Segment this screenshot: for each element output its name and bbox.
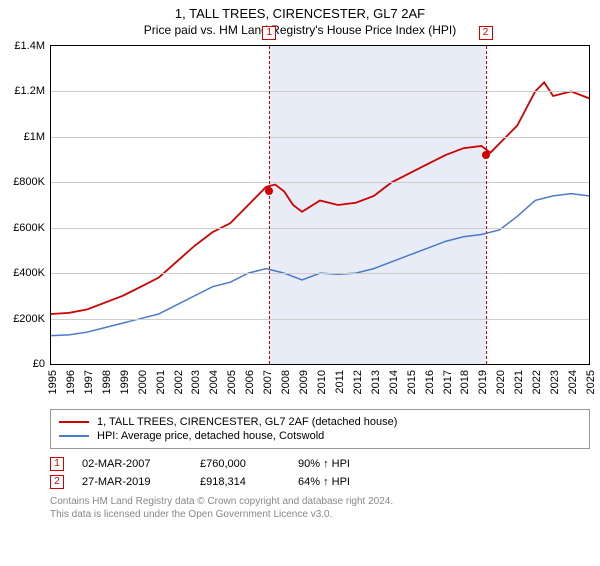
line-layer bbox=[51, 46, 589, 364]
x-tick-label: 2002 bbox=[173, 370, 185, 394]
sale-point bbox=[265, 187, 273, 195]
series-property bbox=[51, 82, 589, 314]
sale-row: 1 02-MAR-2007 £760,000 90% ↑ HPI bbox=[50, 457, 590, 471]
y-tick-label: £800K bbox=[13, 176, 45, 188]
x-tick-label: 2004 bbox=[208, 370, 220, 394]
x-tick-label: 2021 bbox=[513, 370, 525, 394]
gridline bbox=[51, 228, 589, 229]
x-tick-label: 2017 bbox=[442, 370, 454, 394]
gridline bbox=[51, 319, 589, 320]
sale-pct: 90% ↑ HPI bbox=[298, 458, 350, 470]
x-tick-label: 2024 bbox=[567, 370, 579, 394]
chart-subtitle: Price paid vs. HM Land Registry's House … bbox=[0, 23, 600, 37]
x-tick-label: 1996 bbox=[65, 370, 77, 394]
x-tick-label: 2009 bbox=[298, 370, 310, 394]
legend-swatch bbox=[59, 435, 89, 437]
sale-row: 2 27-MAR-2019 £918,314 64% ↑ HPI bbox=[50, 475, 590, 489]
y-tick-label: £0 bbox=[33, 358, 45, 370]
y-tick-label: £1.2M bbox=[14, 85, 45, 97]
sales-table: 1 02-MAR-2007 £760,000 90% ↑ HPI 2 27-MAR-201… bbox=[50, 457, 590, 489]
x-tick-label: 2014 bbox=[388, 370, 400, 394]
plot-area: £0£200K£400K£600K£800K£1M£1.2M£1.4M19951… bbox=[50, 45, 590, 365]
x-tick-label: 2008 bbox=[280, 370, 292, 394]
x-tick-label: 2025 bbox=[585, 370, 597, 394]
footnote: Contains HM Land Registry data © Crown c… bbox=[50, 495, 590, 521]
x-tick-label: 2020 bbox=[495, 370, 507, 394]
sale-date: 27-MAR-2019 bbox=[82, 476, 182, 488]
x-tick-label: 2005 bbox=[226, 370, 238, 394]
sale-price: £760,000 bbox=[200, 458, 280, 470]
gridline bbox=[51, 182, 589, 183]
x-tick-label: 1998 bbox=[101, 370, 113, 394]
sale-num-box: 1 bbox=[50, 457, 64, 471]
x-tick-label: 2000 bbox=[137, 370, 149, 394]
x-tick-label: 2022 bbox=[531, 370, 543, 394]
x-tick-label: 2001 bbox=[155, 370, 167, 394]
x-tick-label: 2015 bbox=[406, 370, 418, 394]
x-tick-label: 2011 bbox=[334, 370, 346, 394]
legend-label: 1, TALL TREES, CIRENCESTER, GL7 2AF (det… bbox=[97, 416, 397, 428]
legend-item: 1, TALL TREES, CIRENCESTER, GL7 2AF (det… bbox=[59, 416, 581, 428]
footnote-line2: This data is licensed under the Open Gov… bbox=[50, 509, 332, 520]
series-hpi bbox=[51, 194, 589, 336]
footnote-line1: Contains HM Land Registry data © Crown c… bbox=[50, 496, 393, 507]
x-tick-label: 2003 bbox=[190, 370, 202, 394]
sale-pct: 64% ↑ HPI bbox=[298, 476, 350, 488]
x-tick-label: 2010 bbox=[316, 370, 328, 394]
x-tick-label: 1999 bbox=[119, 370, 131, 394]
x-tick-label: 2018 bbox=[459, 370, 471, 394]
x-tick-label: 1997 bbox=[83, 370, 95, 394]
x-tick-label: 2019 bbox=[477, 370, 489, 394]
y-tick-label: £200K bbox=[13, 313, 45, 325]
sale-num-box: 2 bbox=[50, 475, 64, 489]
sale-vline bbox=[486, 46, 487, 364]
x-tick-label: 2016 bbox=[424, 370, 436, 394]
gridline bbox=[51, 273, 589, 274]
gridline bbox=[51, 91, 589, 92]
chart-container: 1, TALL TREES, CIRENCESTER, GL7 2AF Pric… bbox=[0, 6, 600, 566]
chart-title: 1, TALL TREES, CIRENCESTER, GL7 2AF bbox=[0, 6, 600, 21]
x-tick-label: 2006 bbox=[244, 370, 256, 394]
sale-point bbox=[482, 151, 490, 159]
chart-area: £0£200K£400K£600K£800K£1M£1.2M£1.4M19951… bbox=[50, 45, 590, 365]
sale-date: 02-MAR-2007 bbox=[82, 458, 182, 470]
y-tick-label: £400K bbox=[13, 267, 45, 279]
y-tick-label: £1M bbox=[24, 131, 45, 143]
x-tick-label: 2007 bbox=[262, 370, 274, 394]
x-tick-label: 2023 bbox=[549, 370, 561, 394]
legend-item: HPI: Average price, detached house, Cots… bbox=[59, 430, 581, 442]
x-tick-label: 2012 bbox=[352, 370, 364, 394]
x-tick-label: 2013 bbox=[370, 370, 382, 394]
sale-marker-box: 2 bbox=[479, 26, 493, 40]
legend: 1, TALL TREES, CIRENCESTER, GL7 2AF (det… bbox=[50, 409, 590, 449]
legend-swatch bbox=[59, 421, 89, 423]
x-tick-label: 1995 bbox=[47, 370, 59, 394]
sale-vline bbox=[269, 46, 270, 364]
sale-marker-box: 1 bbox=[262, 26, 276, 40]
gridline bbox=[51, 137, 589, 138]
y-tick-label: £1.4M bbox=[14, 40, 45, 52]
y-tick-label: £600K bbox=[13, 222, 45, 234]
legend-label: HPI: Average price, detached house, Cots… bbox=[97, 430, 324, 442]
sale-price: £918,314 bbox=[200, 476, 280, 488]
